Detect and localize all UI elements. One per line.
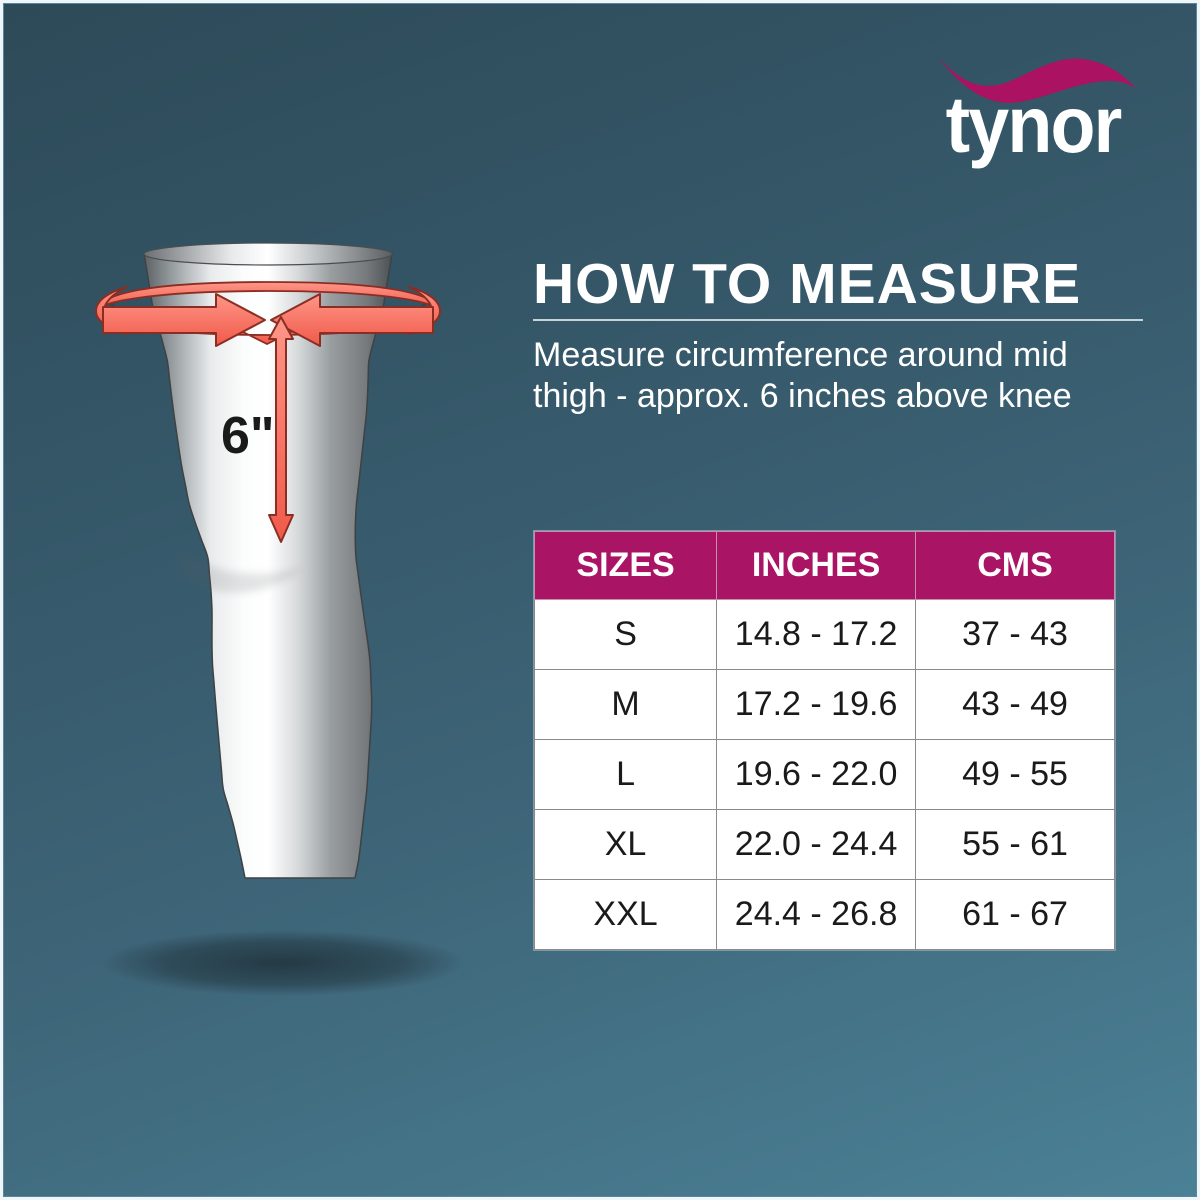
svg-text:6": 6" [221, 407, 275, 465]
